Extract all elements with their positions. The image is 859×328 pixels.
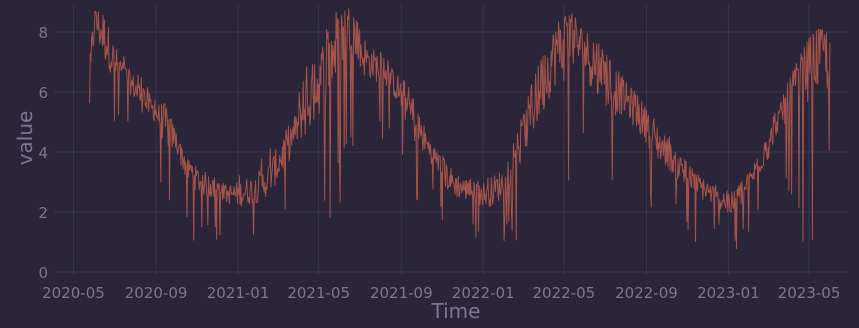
x-tick-label: 2020-09 <box>125 284 188 302</box>
tick-layer: 0 2 4 6 8 2020-05 2020-09 2021-01 2021-05 2021-09… <box>38 24 840 302</box>
series-line <box>89 8 831 249</box>
y-tick-label: 4 <box>38 144 48 162</box>
x-tick-label: 2021-01 <box>207 284 270 302</box>
x-tick-label: 2021-09 <box>370 284 433 302</box>
x-tick-label: 2020-05 <box>42 284 105 302</box>
y-axis-label: value <box>13 111 37 166</box>
x-tick-label: 2023-01 <box>697 284 760 302</box>
series-layer <box>89 8 831 249</box>
y-tick-label: 0 <box>38 264 48 282</box>
x-tick-label: 2021-05 <box>287 284 350 302</box>
x-tick-label: 2023-05 <box>778 284 841 302</box>
x-tick-label: 2022-05 <box>533 284 596 302</box>
y-tick-label: 6 <box>38 84 48 102</box>
x-tick-label: 2022-01 <box>452 284 515 302</box>
y-tick-label: 8 <box>38 24 48 42</box>
x-axis-label: Time <box>431 299 481 323</box>
y-tick-label: 2 <box>38 204 48 222</box>
x-tick-label: 2022-09 <box>615 284 678 302</box>
